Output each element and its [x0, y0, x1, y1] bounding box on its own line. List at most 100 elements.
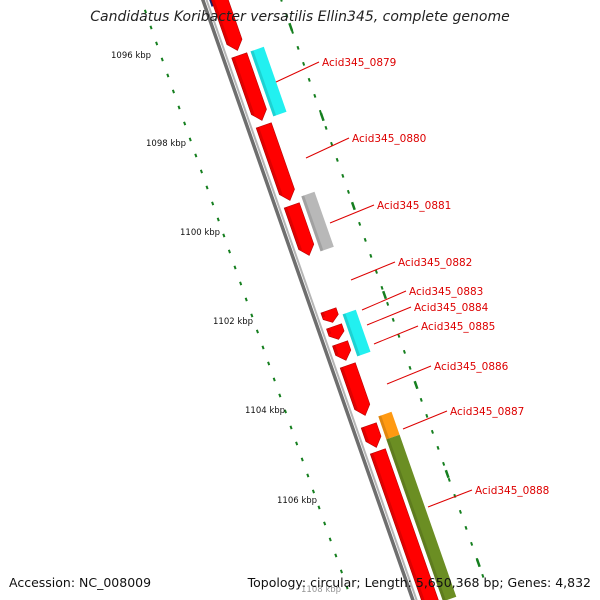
minor-tick — [188, 137, 192, 142]
feature-cyan — [342, 309, 371, 357]
gene-label: Acid345_0885 — [421, 321, 495, 333]
feature-shade — [301, 195, 324, 252]
feature-shade — [231, 57, 255, 116]
genome-summary-text: Topology: circular; Length: 5,650,368 bp… — [247, 575, 591, 590]
map-title: Candidatus Koribacter versatilis Ellin34… — [90, 9, 510, 25]
backbone-line-highlight — [205, 0, 418, 600]
gene-label: Acid345_0883 — [409, 286, 483, 298]
feature-shade — [320, 312, 326, 318]
major-tick — [382, 290, 388, 300]
minor-tick — [143, 9, 147, 14]
minor-tick — [222, 233, 226, 238]
minor-tick — [346, 189, 350, 194]
minor-tick — [328, 537, 332, 542]
gene-labels: Acid345_0879 Acid345_0880 Acid345_0881 Acid… — [275, 57, 549, 508]
feature-shade — [342, 313, 361, 357]
minor-tick — [447, 477, 451, 482]
cds-feature — [369, 448, 439, 600]
minor-tick — [149, 25, 153, 30]
accession-text: Accession: NC_008009 — [9, 575, 152, 590]
minor-tick — [313, 93, 317, 98]
gene-label: Acid345_0879 — [322, 57, 396, 69]
minor-tick — [374, 269, 378, 274]
minor-tick — [194, 153, 198, 158]
minor-tick — [335, 157, 339, 162]
minor-tick — [363, 237, 367, 242]
minor-tick — [283, 409, 287, 414]
feature-shade — [378, 415, 390, 440]
minor-tick — [442, 461, 446, 466]
gene-label: Acid345_0880 — [352, 133, 426, 145]
minor-tick — [391, 317, 395, 322]
feature-shade — [361, 427, 370, 443]
minor-tick — [280, 0, 283, 2]
minor-tick — [470, 541, 474, 546]
feature-cyan — [250, 46, 287, 117]
gene-leader-line — [305, 137, 350, 159]
backbone-line — [201, 0, 415, 600]
minor-tick — [334, 553, 338, 558]
minor-tick — [255, 329, 259, 334]
gene-label: Acid345_0888 — [475, 485, 549, 497]
minor-tick — [481, 573, 485, 578]
minor-tick — [267, 361, 271, 366]
cds-feature — [360, 422, 382, 448]
gene-label: Acid345_0887 — [450, 406, 524, 418]
minor-tick — [324, 125, 328, 130]
scale-label: 1102 kbp — [213, 317, 253, 327]
feature-shade — [211, 0, 231, 46]
gene-label: Acid345_0886 — [434, 361, 509, 373]
feature-shade — [332, 345, 339, 356]
genome-backbone — [201, 0, 418, 600]
cds-feature — [283, 202, 315, 256]
cds-feature — [326, 323, 345, 340]
minor-tick — [216, 217, 220, 222]
minor-tick — [171, 89, 175, 94]
minor-tick — [233, 265, 237, 270]
minor-tick — [419, 397, 423, 402]
major-tick — [288, 22, 294, 32]
gene-leader-line — [366, 306, 412, 326]
scale-label: 1108 kbp — [301, 585, 341, 595]
scale-ticks — [143, 0, 485, 590]
minor-tick — [397, 333, 401, 338]
major-tick — [319, 112, 325, 122]
feature-shade — [386, 438, 446, 600]
minor-tick — [205, 185, 209, 190]
feature-shade — [284, 207, 302, 251]
gene-leader-line — [329, 204, 375, 224]
minor-tick — [317, 505, 321, 510]
minor-tick — [402, 349, 406, 354]
minor-tick — [458, 509, 462, 514]
minor-tick — [302, 61, 306, 66]
feature-shade — [250, 50, 277, 117]
feature-shade — [256, 127, 283, 196]
minor-tick — [307, 77, 311, 82]
feature-gray — [301, 191, 334, 252]
minor-tick — [318, 109, 322, 114]
minor-tick — [285, 13, 289, 18]
minor-tick — [295, 441, 299, 446]
minor-tick — [272, 377, 276, 382]
feature-orange — [378, 411, 400, 440]
minor-tick — [296, 45, 300, 50]
scale-label: 1096 kbp — [111, 51, 151, 61]
minor-tick — [166, 73, 170, 78]
scale-label: 1098 kbp — [146, 139, 186, 149]
minor-tick — [386, 301, 390, 306]
minor-tick — [160, 57, 164, 62]
minor-tick — [183, 121, 187, 126]
minor-tick — [425, 413, 429, 418]
minor-tick — [341, 173, 345, 178]
cds-feature — [255, 122, 295, 201]
major-tick — [350, 201, 356, 211]
minor-tick — [306, 473, 310, 478]
minor-tick — [380, 285, 384, 290]
gene-label: Acid345_0881 — [377, 200, 451, 212]
feature-shade — [326, 328, 332, 335]
minor-tick — [311, 489, 315, 494]
minor-tick — [289, 425, 293, 430]
gene-leader-line — [427, 489, 473, 508]
minor-tick — [323, 521, 327, 526]
